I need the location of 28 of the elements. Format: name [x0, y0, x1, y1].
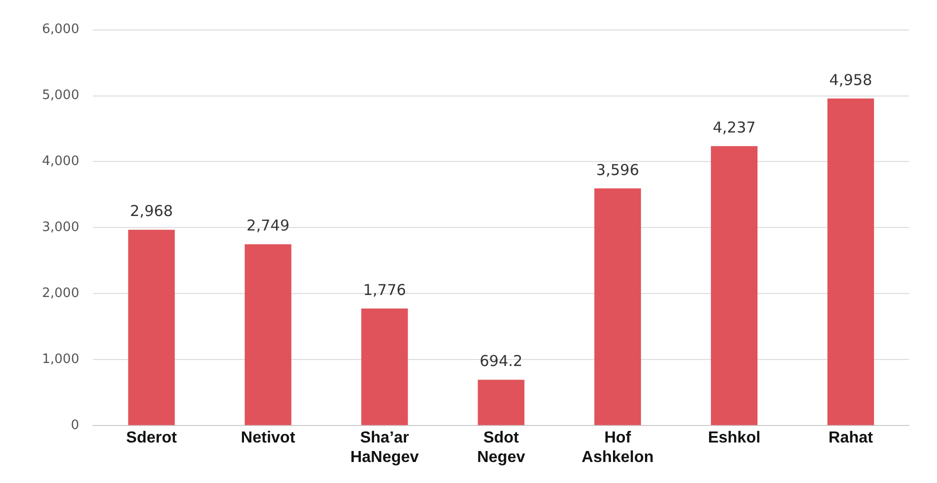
x-tick-label: Sha’ar HaNegev [350, 430, 419, 466]
x-tick-label: Hof Ashkelon [582, 430, 654, 466]
y-tick-label: 2,000 [42, 286, 80, 302]
y-tick-label: 4,000 [42, 154, 80, 170]
bar [478, 380, 524, 426]
data-label: 694.2 [480, 352, 523, 370]
bar [244, 244, 292, 426]
y-tick-label: 6,000 [42, 22, 80, 38]
bar [361, 308, 408, 426]
bar [710, 146, 758, 426]
y-tick-label: 0 [70, 418, 80, 433]
x-tick-label: Eshkol [708, 430, 760, 447]
x-tick-label: Netivot [240, 430, 296, 447]
y-tick-label: 3,000 [42, 220, 80, 236]
data-label: 1,776 [363, 280, 406, 299]
data-label: 2,749 [246, 216, 290, 235]
bar [128, 230, 175, 426]
data-label: 3,596 [596, 160, 640, 179]
data-label: 4,237 [712, 118, 756, 136]
x-tick-label: Sdot Negev [477, 430, 526, 466]
y-tick-label: 1,000 [42, 352, 80, 368]
bar [594, 188, 641, 426]
x-tick-label: Sderot [126, 430, 178, 447]
data-label: 2,968 [130, 202, 173, 220]
data-label: 4,958 [829, 70, 872, 89]
bar [827, 98, 874, 426]
y-tick-label: 5,000 [42, 88, 80, 104]
x-tick-label: Rahat [828, 430, 874, 447]
